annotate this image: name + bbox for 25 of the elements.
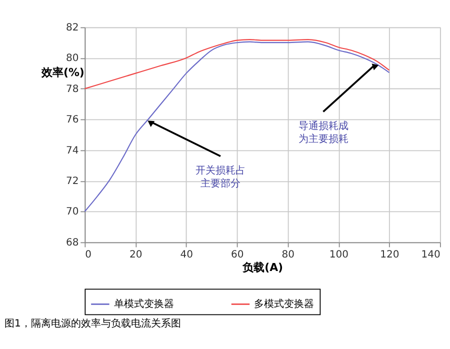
annotation: 导通损耗成为主要损耗 — [298, 120, 348, 145]
y-tick-label: 70 — [66, 206, 79, 218]
y-axis-title: 效率(%) — [40, 66, 84, 79]
y-tick-label: 68 — [66, 237, 79, 248]
line-series — [84, 38, 390, 90]
y-tick-label: 80 — [66, 53, 79, 64]
y-tick-label: 82 — [66, 22, 79, 34]
y-tick-label: 72 — [66, 176, 79, 187]
x-tick-label: 140 — [421, 249, 440, 260]
annotation: 开关损耗占主要部分 — [195, 164, 246, 190]
legend-label: 单模式变换器 — [114, 298, 174, 310]
x-axis-title: 负载(A) — [242, 260, 284, 274]
legend-label: 多模式变换器 — [254, 298, 314, 310]
x-tick-label: 20 — [130, 249, 142, 260]
y-tick-label: 78 — [66, 84, 79, 95]
line-series — [84, 41, 390, 212]
x-tick-label: 0 — [85, 249, 92, 260]
x-tick-label: 40 — [180, 249, 194, 260]
x-tick-label: 120 — [380, 249, 400, 260]
x-tick-label: 80 — [282, 249, 295, 260]
x-tick-label: 60 — [231, 249, 244, 260]
y-tick-label: 76 — [66, 114, 79, 126]
caption: 图1，隔离电源的效率与负载电流关系图 — [4, 317, 181, 330]
x-tick-label: 100 — [329, 249, 348, 260]
y-tick-label: 74 — [66, 145, 79, 156]
